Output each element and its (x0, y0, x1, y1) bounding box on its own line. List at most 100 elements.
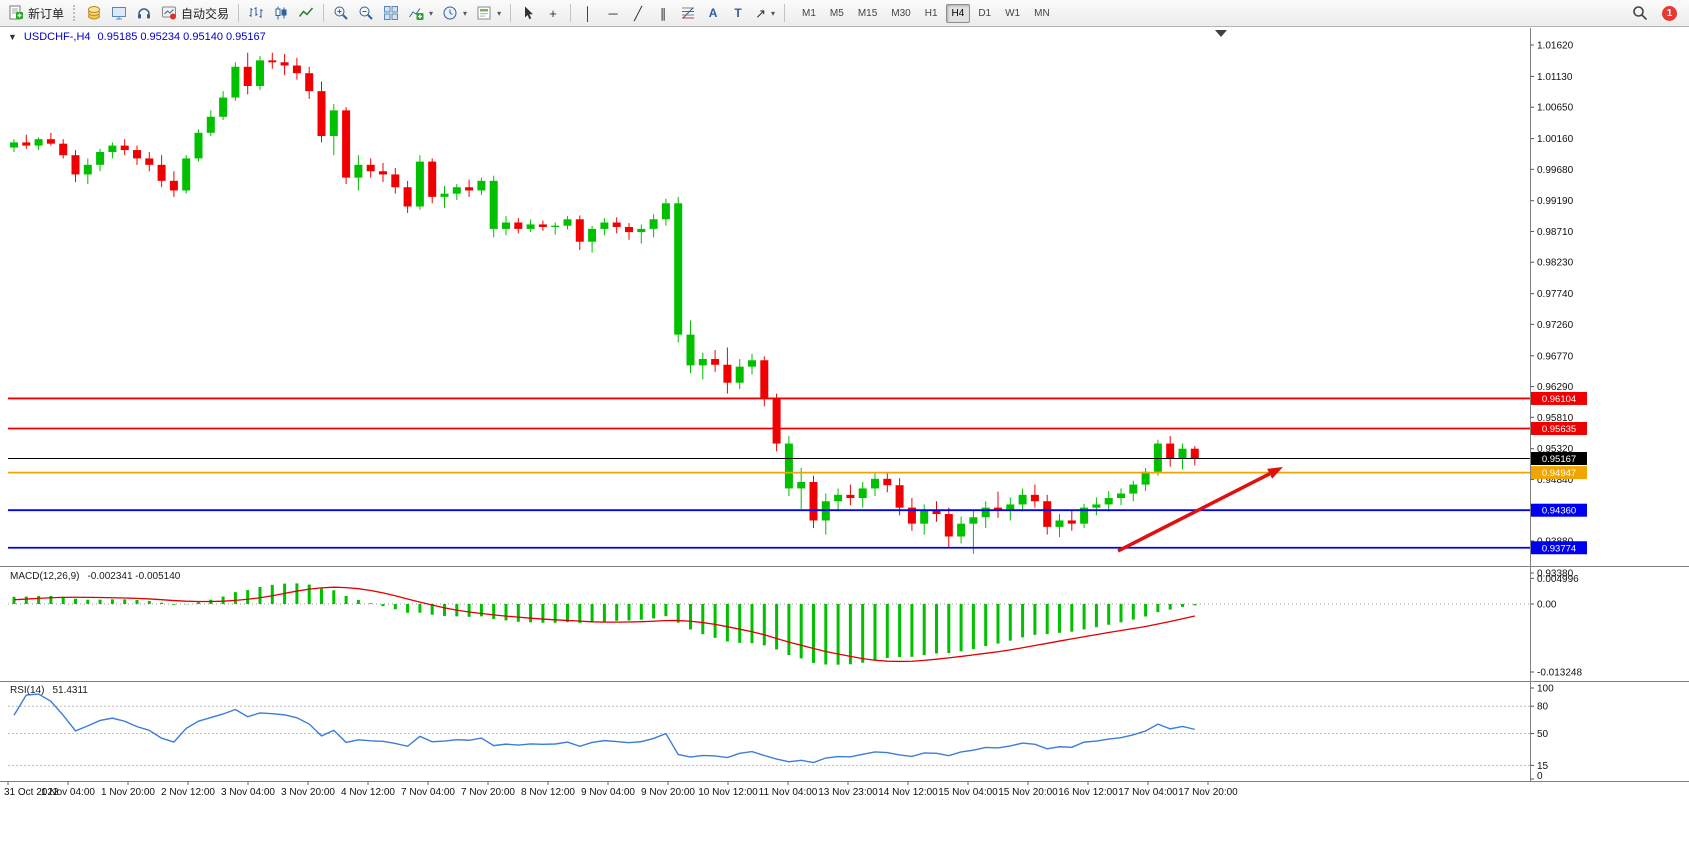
svg-text:31 Oct 2022: 31 Oct 2022 (4, 787, 59, 798)
data-window-button[interactable] (107, 2, 131, 24)
toolbar-separator (238, 4, 240, 22)
macd-name: MACD(12,26,9) (10, 571, 80, 582)
cursor-icon (525, 6, 534, 20)
trendline-icon: ╱ (634, 5, 642, 21)
svg-text:0.95635: 0.95635 (1542, 424, 1576, 435)
bar-chart-button[interactable] (244, 2, 268, 24)
timeframe-d1-button[interactable]: D1 (978, 7, 992, 19)
svg-text:1 Nov 04:00: 1 Nov 04:00 (41, 787, 95, 798)
svg-text:0.98710: 0.98710 (1537, 227, 1574, 238)
indicators-button[interactable]: ▾ (404, 2, 437, 24)
toolbar-grip (73, 5, 77, 21)
panel-borders (0, 28, 1689, 782)
svg-text:0.95167: 0.95167 (1542, 454, 1576, 465)
svg-text:0.96104: 0.96104 (1542, 394, 1576, 405)
line-chart-button[interactable] (294, 2, 318, 24)
search-button[interactable] (1628, 2, 1652, 24)
svg-text:15: 15 (1537, 761, 1549, 772)
svg-text:17 Nov 20:00: 17 Nov 20:00 (1178, 787, 1238, 798)
sounds-button[interactable] (132, 2, 156, 24)
svg-text:0.00: 0.00 (1537, 600, 1557, 611)
rsi-name: RSI(14) (10, 685, 45, 696)
svg-text:0.98230: 0.98230 (1537, 258, 1574, 269)
chart-ohlc-values: 0.95185 0.95234 0.95140 0.95167 (97, 31, 266, 43)
autotrading-icon (162, 6, 177, 20)
template-icon (477, 6, 491, 20)
svg-text:0.94947: 0.94947 (1542, 468, 1576, 479)
new-order-button[interactable]: 新订单 (4, 2, 68, 24)
label-icon: T (734, 6, 742, 20)
svg-text:17 Nov 04:00: 17 Nov 04:00 (1118, 787, 1178, 798)
trendline-button[interactable]: ╱ (626, 2, 650, 24)
new-order-icon (9, 5, 23, 20)
clock-icon (443, 6, 457, 20)
search-icon (1633, 6, 1648, 21)
timeframe-h1-button[interactable]: H1 (924, 7, 938, 19)
svg-text:0.96290: 0.96290 (1537, 382, 1574, 393)
tile-windows-button[interactable] (379, 2, 403, 24)
svg-text:100: 100 (1537, 684, 1554, 695)
channel-button[interactable]: ∥ (651, 2, 675, 24)
autotrading-label: 自动交易 (181, 6, 230, 21)
svg-text:3 Nov 04:00: 3 Nov 04:00 (221, 787, 275, 798)
price-badge (1531, 503, 1587, 517)
chart-title: ▼ USDCHF-,H4 0.95185 0.95234 0.95140 0.9… (8, 31, 266, 43)
timeframe-mn-button[interactable]: MN (1034, 7, 1050, 19)
zoom-out-button[interactable] (354, 2, 378, 24)
headset-icon (138, 8, 151, 19)
arrows-button[interactable]: ↗ ▾ (751, 2, 779, 24)
timeframe-m30-button[interactable]: M30 (891, 7, 911, 19)
svg-text:14 Nov 12:00: 14 Nov 12:00 (878, 787, 938, 798)
notification-badge[interactable]: 1 (1662, 5, 1677, 21)
line-chart-icon (298, 7, 314, 17)
svg-text:0.004996: 0.004996 (1537, 574, 1579, 585)
svg-text:0.99680: 0.99680 (1537, 165, 1574, 176)
svg-text:13 Nov 23:00: 13 Nov 23:00 (818, 787, 878, 798)
price-badge (1531, 541, 1587, 555)
rsi-label: RSI(14) 51.4311 (10, 685, 88, 696)
toolbar-separator (323, 4, 325, 22)
vertical-line-button[interactable]: │ (576, 2, 600, 24)
timeframe-w1-button[interactable]: W1 (1005, 7, 1021, 19)
new-order-label: 新订单 (28, 6, 65, 21)
svg-text:1.00160: 1.00160 (1537, 134, 1574, 145)
timeframe-h4-button[interactable]: H4 (945, 3, 971, 23)
market-watch-button[interactable] (82, 2, 106, 24)
label-button[interactable]: T (726, 2, 750, 24)
text-button[interactable]: A (701, 2, 725, 24)
autotrading-button[interactable]: 自动交易 (157, 2, 233, 24)
periods-button[interactable]: ▾ (438, 2, 471, 24)
svg-text:0.96770: 0.96770 (1537, 351, 1574, 362)
zoom-in-button[interactable] (329, 2, 353, 24)
timeframe-m15-button[interactable]: M15 (857, 7, 878, 19)
arrow-icon: ↗ (755, 5, 766, 21)
rsi-panel: 100 80 50 150 (8, 684, 1554, 782)
timeframe-m1-button[interactable]: M1 (802, 7, 816, 19)
svg-text:0.95810: 0.95810 (1537, 413, 1574, 424)
data-window-icon (112, 7, 127, 20)
collapse-icon[interactable]: ▼ (8, 32, 17, 42)
svg-text:10 Nov 12:00: 10 Nov 12:00 (698, 787, 758, 798)
horizontal-line-button[interactable]: ─ (601, 2, 625, 24)
cursor-button[interactable] (516, 2, 540, 24)
fibonacci-button[interactable] (676, 2, 700, 24)
svg-text:1 Nov 20:00: 1 Nov 20:00 (101, 787, 155, 798)
crosshair-button[interactable]: + (541, 2, 565, 24)
svg-text:2 Nov 12:00: 2 Nov 12:00 (161, 787, 215, 798)
text-icon: A (708, 6, 718, 20)
price-badge (1531, 451, 1587, 465)
fibonacci-icon (682, 7, 695, 19)
trend-arrow[interactable] (1117, 467, 1283, 553)
horizontal-lines: 0.96104 0.95635 0.95167 0.94947 0.94360 0.937… (8, 391, 1587, 555)
toolbar-separator (784, 4, 785, 22)
timeframe-m5-button[interactable]: M5 (829, 7, 844, 19)
bar-chart-icon (249, 7, 263, 18)
candlestick-chart-button[interactable] (269, 2, 293, 24)
svg-text:1.01620: 1.01620 (1537, 41, 1574, 52)
svg-text:0.97260: 0.97260 (1537, 320, 1574, 331)
svg-text:0: 0 (1537, 771, 1543, 782)
svg-text:1.00650: 1.00650 (1537, 103, 1574, 114)
templates-button[interactable]: ▾ (472, 2, 505, 24)
vertical-line-icon: │ (584, 5, 593, 21)
